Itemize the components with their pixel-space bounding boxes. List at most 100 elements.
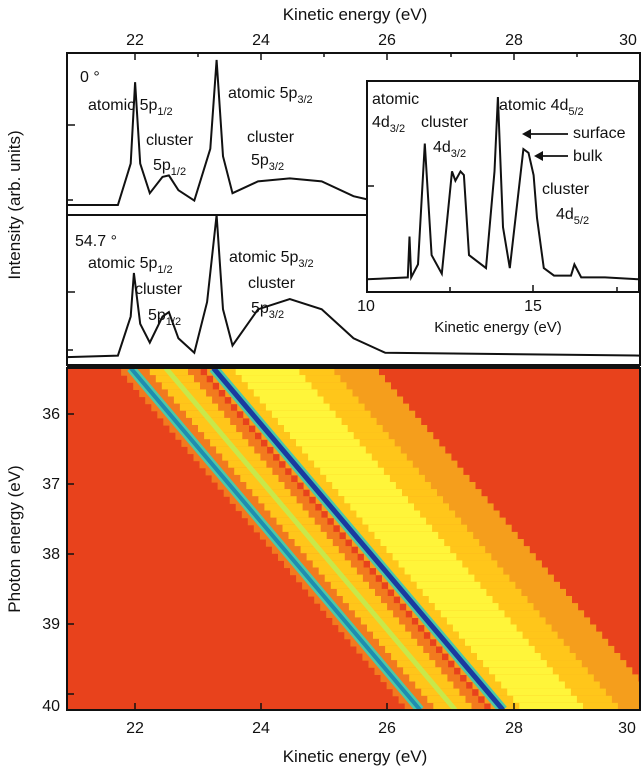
heatmap-band [398,560,463,569]
map-x-tick-30: 30 [618,720,636,737]
middle-spectrum-trace [66,214,641,359]
heatmap-band [458,631,523,640]
heatmap-band [386,546,451,554]
heatmap-band [434,603,499,611]
heatmap-band [368,524,433,533]
heatmap-frame [66,367,641,711]
heatmap-band [489,667,553,675]
heatmap-band [284,425,348,433]
heatmap-band [302,446,366,455]
heatmap-band [465,638,529,647]
inset-label-surface: surface [573,125,626,142]
heatmap [67,368,640,710]
top-x-tick-26: 26 [378,32,396,49]
inset-label-cluster-4d32-line1: cluster [421,114,469,131]
heatmap-band [374,531,439,540]
inset-x-tick-10: 10 [357,298,375,315]
heatmap-band [356,510,421,519]
heatmap-band [320,467,384,476]
inset-label-cluster-4d32: 4d3/2 [433,139,466,160]
inset-label-atomic-4d32-line1: atomic [372,91,419,108]
heatmap-line-cluster-5p12 [163,368,458,710]
heatmap-band [344,496,408,504]
top-label-cluster-5p12-line1: cluster [146,132,194,149]
top-label-atomic-5p12: atomic 5p1/2 [88,97,173,118]
map-y-axis-title: Photon energy (eV) [5,465,24,612]
map-y-tick-37: 37 [42,476,60,493]
heatmap-band [416,581,481,590]
mid-label-cluster-5p32: 5p3/2 [251,300,284,321]
top-label-cluster-5p32-line1: cluster [247,129,295,146]
heatmap-band [235,368,300,376]
inset-x-axis-title: Kinetic energy (eV) [434,319,562,336]
heatmap-band [428,596,493,604]
top-label-cluster-5p12: 5p1/2 [153,157,186,178]
heatmap-band [326,474,390,483]
mid-label-cluster-5p12-line1: cluster [135,281,183,298]
heatmap-band [308,453,372,462]
map-y-tick-40: 40 [42,698,60,715]
map-x-tick-26: 26 [378,720,396,737]
top-x-axis-title: Kinetic energy (eV) [283,5,428,24]
heatmap-band [410,574,475,583]
heatmap-band [440,610,505,618]
arrow-bulk [534,151,568,161]
heatmap-band [501,681,565,690]
heatmap-band [290,432,354,440]
heatmap-band [277,417,342,426]
top-spectrum-trace [67,59,373,206]
map-y-tick-36: 36 [42,406,60,423]
heatmap-band [477,653,541,661]
inset-label-cluster-4d52: 4d5/2 [556,206,589,227]
inset-x-tick-15: 15 [524,298,542,315]
top-label-cluster-5p32: 5p3/2 [251,152,284,173]
heatmap-band [513,695,577,704]
heatmap-line-atomic-5p32 [211,368,505,710]
top-x-tick-28: 28 [505,32,523,49]
map-y-ticks [67,413,74,695]
inset-label-atomic-4d32: 4d3/2 [372,114,405,135]
angle-label-54-7: 54.7 ° [75,233,117,250]
spectra-y-axis-title: Intensity (arb. units) [5,130,24,279]
angle-label-0: 0 ° [80,69,100,86]
map-x-tick-28: 28 [505,720,523,737]
inset-label-atomic-4d52: atomic 4d5/2 [499,97,584,118]
top-x-tick-24: 24 [252,32,270,49]
heatmap-band [350,503,414,512]
heatmap-band [471,645,535,654]
heatmap-band [392,553,457,561]
heatmap-line-atomic-5p12 [129,368,422,710]
map-x-tick-24: 24 [252,720,270,737]
heatmap-band [253,389,318,398]
heatmap-band [519,702,583,710]
map-y-tick-39: 39 [42,616,60,633]
heatmap-band [241,375,306,383]
heatmap-band [483,660,547,668]
heatmap-band [338,489,402,497]
top-label-atomic-5p32: atomic 5p3/2 [228,85,313,106]
heatmap-band [332,482,396,490]
mid-label-atomic-5p32: atomic 5p3/2 [229,249,314,270]
heatmap-band [271,410,336,419]
inset-spectrum-trace [366,96,640,282]
mid-label-cluster-5p12: 5p1/2 [148,307,181,328]
heatmap-band [247,382,312,390]
spectra-y-ticks [67,124,75,351]
map-y-tick-38: 38 [42,546,60,563]
heatmap-band [446,617,511,626]
top-x-tick-30: 30 [619,32,637,49]
inset-label-cluster-4d52-line1: cluster [542,181,590,198]
inset-ticks [367,185,618,292]
heatmap-band [259,396,324,405]
inset-frame [366,80,640,293]
heatmap-band [296,439,360,447]
heatmap-band [495,674,559,683]
inset-label-bulk: bulk [573,148,603,165]
heatmap-band [314,460,378,469]
heatmap-band [265,403,330,412]
heatmap-band [380,539,445,547]
bottom-x-axis-title: Kinetic energy (eV) [283,747,428,766]
heatmap-band [452,624,517,633]
top-x-tick-22: 22 [126,32,144,49]
